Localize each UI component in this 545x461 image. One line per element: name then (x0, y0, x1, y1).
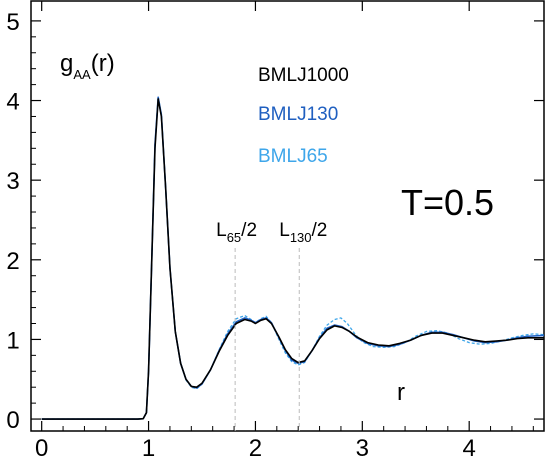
x-tick-label: 3 (356, 435, 369, 461)
legend-entry-bmlj65: BMLJ65 (258, 146, 328, 167)
series-line-bmlj1000 (41, 98, 544, 420)
legend-entry-bmlj1000: BMLJ1000 (258, 65, 349, 86)
y-axis-label: gAA(r) (60, 50, 115, 82)
x-axis-label: r (397, 379, 405, 406)
x-tick-label: 1 (142, 435, 155, 461)
series-line-bmlj65 (41, 95, 545, 420)
y-tick-label: 5 (6, 9, 19, 36)
y-tick-label: 3 (6, 168, 19, 195)
x-tick-label: 2 (249, 435, 262, 461)
y-tick-label: 0 (6, 407, 19, 434)
y-tick-label: 4 (6, 89, 19, 116)
temperature-label: T=0.5 (401, 182, 494, 223)
plot-frame (30, 0, 545, 432)
y-tick-label: 1 (6, 327, 19, 354)
legend-entry-bmlj130: BMLJ130 (258, 104, 338, 125)
x-tick-label: 0 (35, 435, 48, 461)
legend: BMLJ1000 BMLJ130 BMLJ65 (258, 65, 349, 167)
half-box-annotation: L130/2 (279, 220, 327, 245)
half-box-annotation: L65/2 (216, 220, 257, 245)
y-tick-label: 2 (6, 248, 19, 275)
x-tick-label: 4 (463, 435, 476, 461)
